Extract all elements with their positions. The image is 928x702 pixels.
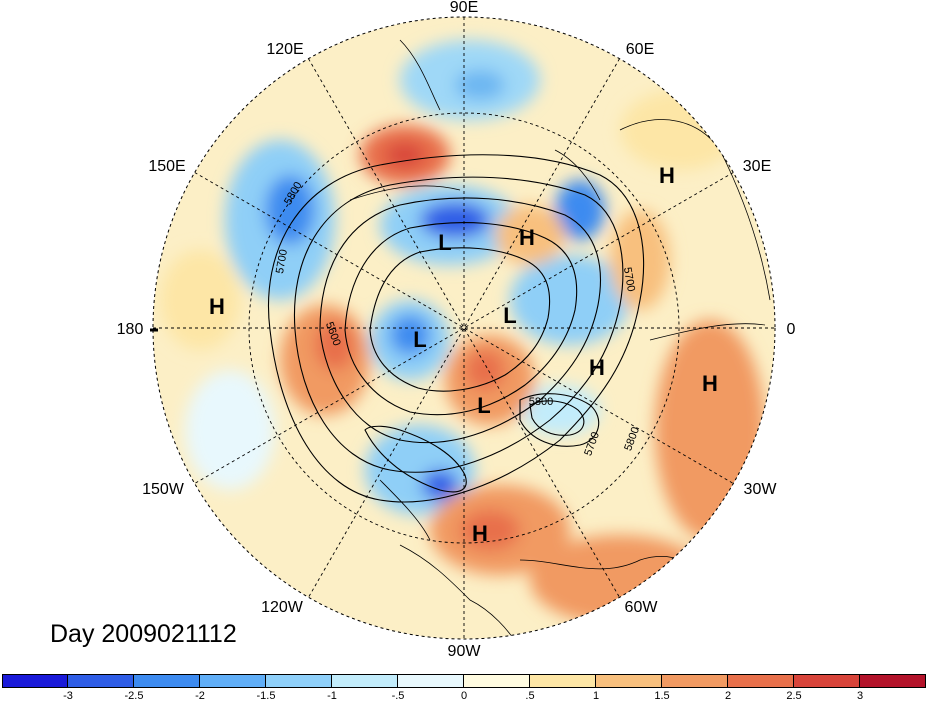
lon-label-180: 180 xyxy=(116,321,144,338)
colorbar-swatch xyxy=(728,674,794,688)
low-pressure-label: L xyxy=(438,230,451,255)
colorbar-tick-label: 1 xyxy=(592,690,600,702)
colorbar-swatch xyxy=(332,674,398,688)
contour-value-label: 5700 xyxy=(274,248,290,274)
lon-label-90w: 90W xyxy=(447,643,481,660)
lon-label-120w: 120W xyxy=(261,599,303,616)
colorbar-swatch xyxy=(530,674,596,688)
anomaly-field xyxy=(153,17,775,639)
lon-label-120e: 120E xyxy=(266,41,304,58)
coastlines xyxy=(349,39,771,639)
colorbar-tick-label: -2 xyxy=(195,690,205,702)
colorbar-tick-label: -2.5 xyxy=(124,690,144,702)
colorbar-swatch xyxy=(68,674,134,688)
high-pressure-label: H xyxy=(702,371,718,396)
colorbar-swatch xyxy=(662,674,728,688)
low-pressure-label: L xyxy=(413,327,426,352)
colorbar-tick-label: 3 xyxy=(856,690,864,702)
high-pressure-label: H xyxy=(519,225,535,250)
colorbar-swatch xyxy=(2,674,68,688)
day-label: Day 2009021112 xyxy=(50,620,237,648)
colorbar-swatch xyxy=(266,674,332,688)
lon-label-90e: 90E xyxy=(449,0,479,16)
colorbar-tick-label: -1.5 xyxy=(256,690,276,702)
colorbar-tick-label: 1.5 xyxy=(654,690,670,702)
contour-value-label: 5800 xyxy=(529,396,553,408)
pressure-centers: H H H H H H L L L L xyxy=(209,163,718,546)
lon-label-60e: 60E xyxy=(625,41,655,58)
lon-label-150e: 150E xyxy=(148,158,186,175)
map-boundary xyxy=(152,16,776,640)
contour-value-label: 5700 xyxy=(621,266,637,292)
colorbar-tick-label: 0 xyxy=(460,690,468,702)
colorbar: -3 -2.5 -2 -1.5 -1 -.5 0 .5 1 1.5 2 2.5 3 xyxy=(0,674,928,702)
colorbar-swatch xyxy=(596,674,662,688)
lon-label-0: 0 xyxy=(786,321,796,338)
colorbar-tick-label: -.5 xyxy=(391,690,405,702)
high-pressure-label: H xyxy=(659,163,675,188)
colorbar-tick-label: -1 xyxy=(327,690,337,702)
colorbar-swatch xyxy=(860,674,926,688)
low-pressure-label: L xyxy=(477,393,490,418)
colorbar-swatch xyxy=(398,674,464,688)
colorbar-tick-label: 2.5 xyxy=(786,690,802,702)
lon-label-150w: 150W xyxy=(142,481,184,498)
colorbar-swatch xyxy=(464,674,530,688)
lon-label-30w: 30W xyxy=(743,481,777,498)
lon-label-30e: 30E xyxy=(742,158,772,175)
lon-label-60w: 60W xyxy=(624,599,658,616)
high-pressure-label: H xyxy=(209,294,225,319)
colorbar-tick-label: 2 xyxy=(724,690,732,702)
colorbar-tick-label: .5 xyxy=(525,690,535,702)
graticule xyxy=(153,17,775,639)
colorbar-tick-label: -3 xyxy=(63,690,73,702)
colorbar-swatch xyxy=(794,674,860,688)
high-pressure-label: H xyxy=(472,521,488,546)
high-pressure-label: H xyxy=(589,355,605,380)
colorbar-swatch xyxy=(200,674,266,688)
colorbar-swatch xyxy=(134,674,200,688)
low-pressure-label: L xyxy=(503,303,516,328)
